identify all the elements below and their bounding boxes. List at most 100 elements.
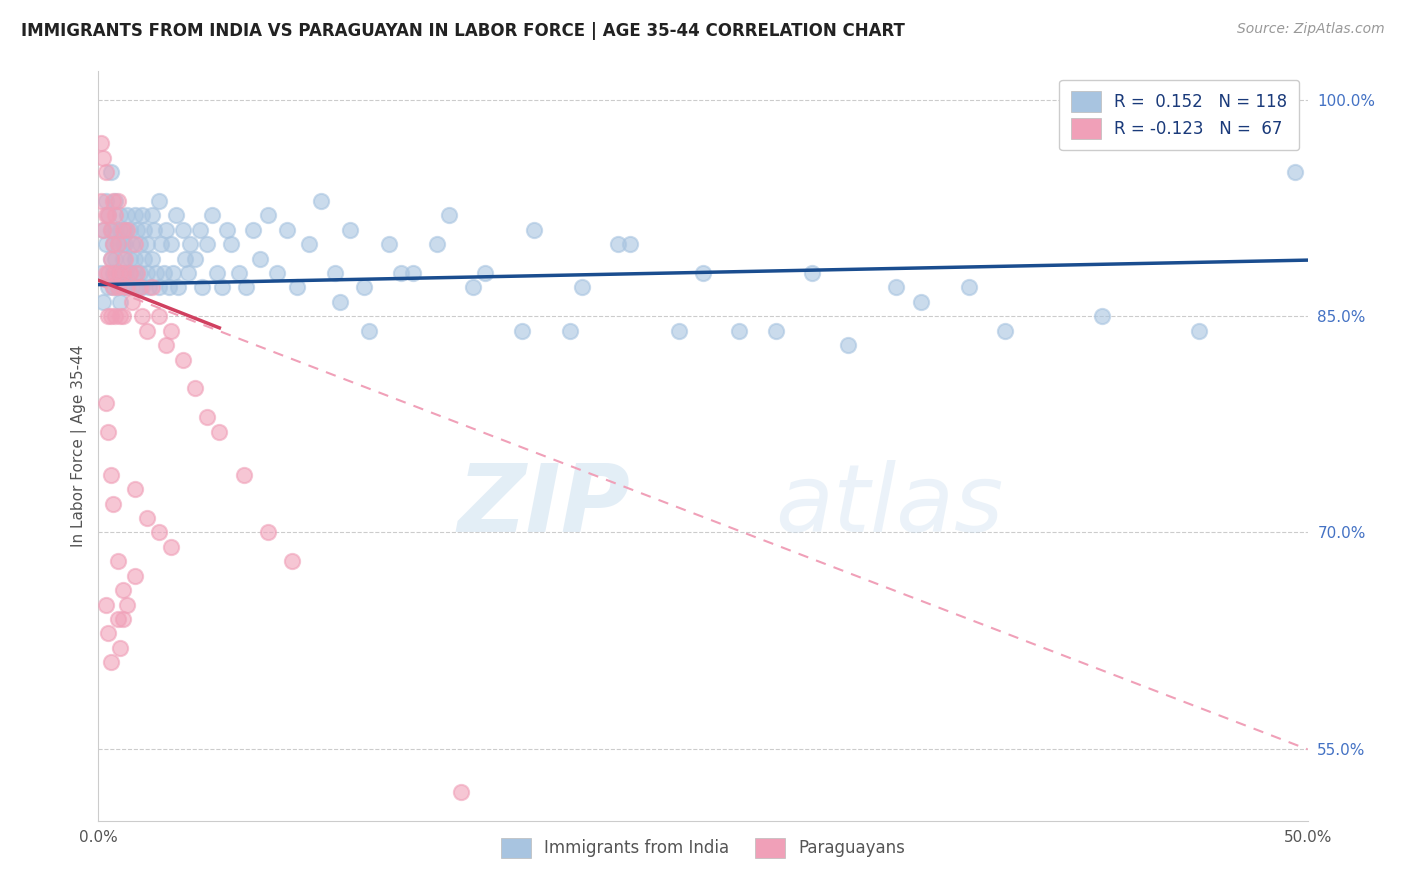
Point	[242, 223, 264, 237]
Point	[118, 252, 141, 266]
Point	[256, 525, 278, 540]
Point	[256, 209, 278, 223]
Point	[101, 280, 124, 294]
Point	[325, 266, 347, 280]
Point	[124, 482, 146, 496]
Point	[94, 598, 117, 612]
Point	[131, 209, 153, 223]
Point	[135, 237, 157, 252]
Point	[329, 294, 352, 309]
Point	[100, 223, 122, 237]
Point	[118, 266, 141, 280]
Point	[177, 266, 200, 280]
Point	[957, 280, 980, 294]
Point	[104, 194, 127, 208]
Point	[101, 497, 124, 511]
Point	[607, 237, 630, 252]
Point	[101, 194, 124, 208]
Point	[97, 310, 120, 324]
Point	[121, 294, 143, 309]
Point	[157, 280, 180, 294]
Point	[97, 626, 120, 640]
Point	[107, 280, 129, 294]
Point	[90, 266, 112, 280]
Point	[389, 266, 412, 280]
Point	[128, 280, 150, 294]
Point	[107, 280, 129, 294]
Point	[108, 640, 131, 655]
Point	[155, 223, 177, 237]
Point	[121, 237, 143, 252]
Point	[108, 209, 131, 223]
Point	[152, 266, 174, 280]
Point	[353, 280, 375, 294]
Point	[148, 310, 170, 324]
Point	[108, 294, 131, 309]
Point	[228, 266, 250, 280]
Point	[619, 237, 641, 252]
Point	[837, 338, 859, 352]
Point	[692, 266, 714, 280]
Point	[117, 598, 139, 612]
Point	[124, 252, 146, 266]
Point	[309, 194, 332, 208]
Point	[135, 324, 157, 338]
Point	[377, 237, 399, 252]
Point	[201, 209, 224, 223]
Point	[97, 266, 120, 280]
Point	[100, 655, 122, 669]
Point	[101, 266, 124, 280]
Point	[127, 266, 149, 280]
Point	[184, 252, 207, 266]
Point	[124, 209, 146, 223]
Point	[208, 425, 231, 439]
Point	[474, 266, 496, 280]
Point	[195, 237, 218, 252]
Point	[91, 223, 114, 237]
Point	[97, 209, 120, 223]
Point	[1249, 93, 1271, 107]
Legend: Immigrants from India, Paraguayans: Immigrants from India, Paraguayans	[495, 831, 911, 864]
Point	[124, 237, 146, 252]
Point	[1284, 165, 1306, 179]
Point	[402, 266, 425, 280]
Point	[107, 554, 129, 568]
Point	[128, 266, 150, 280]
Point	[107, 194, 129, 208]
Point	[249, 252, 271, 266]
Point	[155, 338, 177, 352]
Point	[90, 136, 112, 151]
Point	[135, 266, 157, 280]
Point	[111, 266, 134, 280]
Point	[232, 467, 254, 482]
Point	[141, 209, 163, 223]
Point	[450, 785, 472, 799]
Point	[165, 209, 187, 223]
Point	[111, 223, 134, 237]
Point	[104, 310, 127, 324]
Point	[114, 223, 136, 237]
Point	[886, 280, 908, 294]
Point	[167, 280, 190, 294]
Point	[118, 266, 141, 280]
Point	[510, 324, 533, 338]
Point	[172, 223, 194, 237]
Text: atlas: atlas	[776, 460, 1004, 551]
Point	[339, 223, 361, 237]
Point	[172, 352, 194, 367]
Point	[107, 237, 129, 252]
Point	[101, 237, 124, 252]
Point	[215, 223, 238, 237]
Point	[117, 280, 139, 294]
Point	[174, 252, 197, 266]
Point	[107, 237, 129, 252]
Point	[1091, 310, 1114, 324]
Y-axis label: In Labor Force | Age 35-44: In Labor Force | Age 35-44	[72, 345, 87, 547]
Point	[188, 223, 211, 237]
Point	[94, 194, 117, 208]
Point	[1188, 324, 1211, 338]
Point	[111, 237, 134, 252]
Point	[127, 223, 149, 237]
Point	[94, 209, 117, 223]
Point	[134, 252, 156, 266]
